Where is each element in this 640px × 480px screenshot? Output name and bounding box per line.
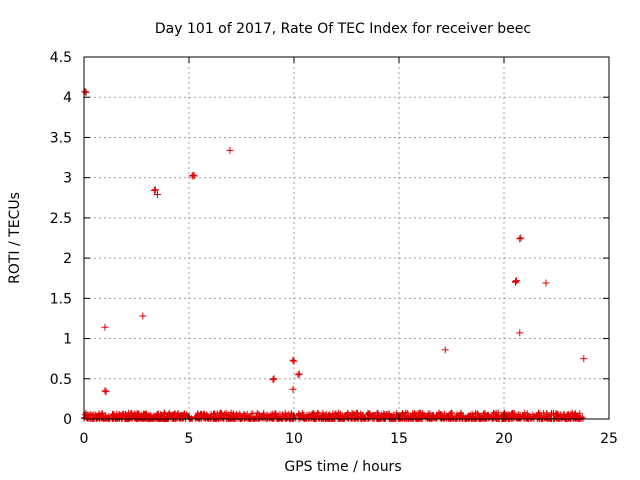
data-point	[512, 278, 520, 286]
y-tick-label: 3.5	[50, 130, 72, 146]
data-point	[81, 88, 89, 96]
data-point	[189, 171, 197, 179]
y-tick-label: 4	[63, 90, 72, 106]
data-point	[580, 355, 588, 363]
chart-title: Day 101 of 2017, Rate Of TEC Index for r…	[155, 21, 531, 37]
y-tick-label: 2.5	[50, 211, 72, 227]
data-points	[81, 88, 588, 396]
x-tick-label: 5	[185, 431, 194, 447]
plot-frame	[83, 56, 610, 420]
data-point	[188, 172, 196, 180]
data-point	[513, 277, 521, 285]
x-tick-label: 20	[495, 431, 513, 447]
y-tick-label: 1.5	[50, 291, 72, 307]
data-point	[516, 235, 524, 243]
data-point	[269, 376, 277, 384]
data-point	[441, 346, 449, 354]
data-point	[290, 357, 298, 365]
data-point	[101, 387, 109, 395]
y-tick-label: 4.5	[50, 50, 72, 66]
data-point	[517, 234, 525, 242]
data-point	[154, 191, 161, 199]
y-tick-label: 0.5	[50, 372, 72, 388]
data-point	[151, 186, 159, 194]
data-point	[516, 329, 524, 337]
data-point	[139, 312, 147, 320]
data-point	[270, 375, 278, 383]
data-point	[294, 371, 302, 379]
data-point	[289, 356, 297, 364]
data-point	[295, 370, 303, 378]
x-tick-label: 15	[390, 431, 408, 447]
x-axis-label: GPS time / hours	[284, 459, 401, 475]
x-tick-label: 0	[80, 431, 89, 447]
y-tick-label: 3	[63, 171, 72, 187]
data-point	[226, 146, 234, 154]
data-point	[102, 388, 110, 396]
axis-ticks: 0 5 10 15 20 25 0 0.5 1 1.5 2 2.5 3 3.5 4 4.5	[50, 50, 618, 447]
x-tick-label: 10	[285, 431, 303, 447]
data-point	[150, 187, 158, 195]
data-point	[542, 279, 550, 287]
y-tick-label: 1	[63, 332, 72, 348]
data-point	[101, 323, 109, 331]
y-tick-label: 2	[63, 251, 72, 267]
y-tick-label: 0	[63, 412, 72, 428]
y-axis-label: ROTI / TECUs	[7, 192, 23, 284]
x-tick-label: 25	[600, 431, 618, 447]
data-point	[289, 385, 297, 393]
